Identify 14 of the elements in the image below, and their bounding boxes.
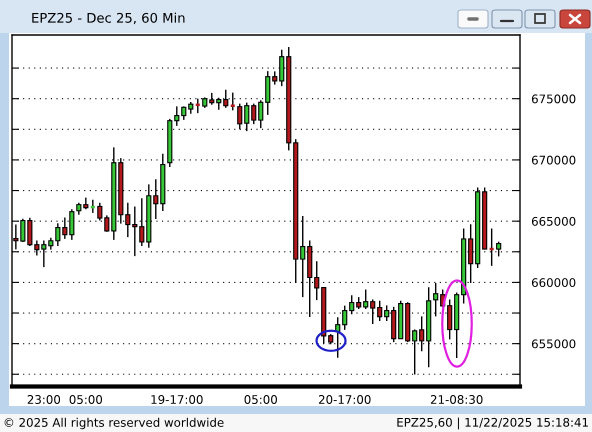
x-tick-label: 23:00	[28, 395, 60, 404]
y-tick-label: 665000	[532, 216, 576, 226]
y-tick-label: 675000	[532, 94, 576, 104]
chart-title: EPZ25 - Dec 25, 60 Min	[32, 12, 184, 24]
text: EPZ25,60 | 11/22/2025 15:18:41	[397, 418, 588, 430]
y-tick-label: 660000	[532, 278, 576, 288]
x-tick-label: 21-08:30	[430, 395, 483, 404]
y-tick-label: 670000	[532, 156, 576, 165]
x-tick-label: 05:00	[244, 395, 277, 404]
y-tick-label: 655000	[532, 339, 576, 348]
x-tick-label: 05:00	[70, 395, 102, 404]
x-tick-label: 19-17:00	[151, 395, 203, 404]
x-tick-label: 20-17:00	[318, 395, 371, 404]
text: © 2025 All rights reserved worldwide	[4, 418, 224, 430]
